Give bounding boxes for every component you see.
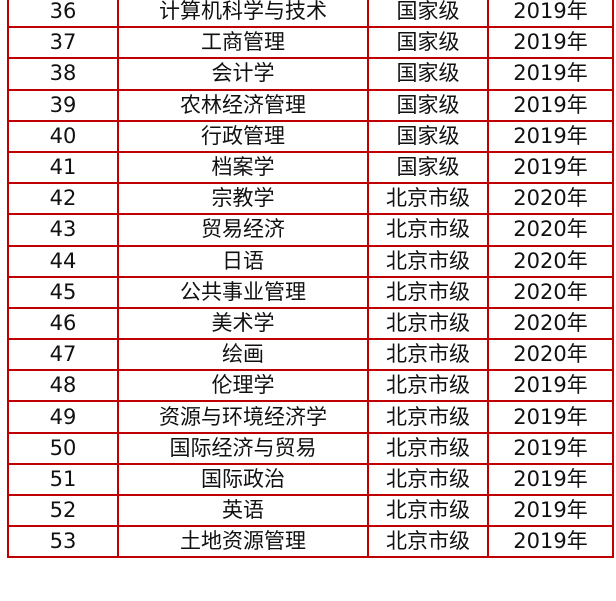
year-cell: 2020年 <box>487 244 614 278</box>
row-number-cell: 40 <box>7 119 119 153</box>
major-name-cell: 工商管理 <box>117 26 369 60</box>
row-number-cell: 47 <box>7 338 119 372</box>
major-name-cell: 英语 <box>117 493 369 528</box>
level-cell: 北京市级 <box>367 462 489 497</box>
table-row: 42 宗教学 北京市级 2020年 <box>7 182 614 216</box>
level-cell: 北京市级 <box>367 182 489 216</box>
level-cell: 国家级 <box>367 119 489 153</box>
row-number-cell: 38 <box>7 57 119 91</box>
row-number-cell: 42 <box>7 182 119 216</box>
table-row: 47 绘画 北京市级 2020年 <box>7 338 614 372</box>
table-row: 36 计算机科学与技术 国家级 2019年 <box>7 0 614 29</box>
row-number-cell: 45 <box>7 275 119 309</box>
table-row: 51 国际政治 北京市级 2019年 <box>7 462 614 497</box>
level-cell: 国家级 <box>367 88 489 122</box>
table-row: 44 日语 北京市级 2020年 <box>7 244 614 278</box>
table-row: 38 会计学 国家级 2019年 <box>7 57 614 91</box>
level-cell: 北京市级 <box>367 369 489 403</box>
row-number-cell: 53 <box>7 525 119 559</box>
table-row: 41 档案学 国家级 2019年 <box>7 150 614 185</box>
table-row: 39 农林经济管理 国家级 2019年 <box>7 88 614 122</box>
major-name-cell: 国际经济与贸易 <box>117 431 369 465</box>
year-cell: 2019年 <box>487 88 614 122</box>
major-name-cell: 农林经济管理 <box>117 88 369 122</box>
table-row: 52 英语 北京市级 2019年 <box>7 493 614 528</box>
level-cell: 北京市级 <box>367 213 489 247</box>
table-row: 45 公共事业管理 北京市级 2020年 <box>7 275 614 309</box>
row-number-cell: 49 <box>7 400 119 434</box>
major-name-cell: 公共事业管理 <box>117 275 369 309</box>
level-cell: 北京市级 <box>367 306 489 341</box>
row-number-cell: 50 <box>7 431 119 465</box>
table-row: 49 资源与环境经济学 北京市级 2019年 <box>7 400 614 434</box>
level-cell: 北京市级 <box>367 338 489 372</box>
row-number-cell: 37 <box>7 26 119 60</box>
table-row: 37 工商管理 国家级 2019年 <box>7 26 614 60</box>
majors-table: 36 计算机科学与技术 国家级 2019年 37 工商管理 国家级 2019年 38 会计学 国家级… <box>7 0 614 559</box>
level-cell: 国家级 <box>367 0 489 29</box>
level-cell: 北京市级 <box>367 244 489 278</box>
major-name-cell: 绘画 <box>117 338 369 372</box>
major-name-cell: 贸易经济 <box>117 213 369 247</box>
major-name-cell: 美术学 <box>117 306 369 341</box>
level-cell: 北京市级 <box>367 493 489 528</box>
major-name-cell: 档案学 <box>117 150 369 185</box>
row-number-cell: 46 <box>7 306 119 341</box>
row-number-cell: 43 <box>7 213 119 247</box>
table-row: 46 美术学 北京市级 2020年 <box>7 306 614 341</box>
major-name-cell: 宗教学 <box>117 182 369 216</box>
level-cell: 国家级 <box>367 57 489 91</box>
major-name-cell: 国际政治 <box>117 462 369 497</box>
level-cell: 北京市级 <box>367 525 489 559</box>
major-name-cell: 资源与环境经济学 <box>117 400 369 434</box>
year-cell: 2019年 <box>487 150 614 185</box>
year-cell: 2020年 <box>487 275 614 309</box>
level-cell: 国家级 <box>367 26 489 60</box>
major-name-cell: 计算机科学与技术 <box>117 0 369 29</box>
row-number-cell: 39 <box>7 88 119 122</box>
row-number-cell: 44 <box>7 244 119 278</box>
table-row: 40 行政管理 国家级 2019年 <box>7 119 614 153</box>
row-number-cell: 41 <box>7 150 119 185</box>
major-name-cell: 伦理学 <box>117 369 369 403</box>
year-cell: 2020年 <box>487 213 614 247</box>
year-cell: 2019年 <box>487 493 614 528</box>
row-number-cell: 36 <box>7 0 119 29</box>
major-name-cell: 土地资源管理 <box>117 525 369 559</box>
level-cell: 北京市级 <box>367 275 489 309</box>
year-cell: 2019年 <box>487 431 614 465</box>
major-name-cell: 会计学 <box>117 57 369 91</box>
table-row: 43 贸易经济 北京市级 2020年 <box>7 213 614 247</box>
row-number-cell: 48 <box>7 369 119 403</box>
year-cell: 2020年 <box>487 306 614 341</box>
year-cell: 2019年 <box>487 462 614 497</box>
row-number-cell: 52 <box>7 493 119 528</box>
year-cell: 2019年 <box>487 57 614 91</box>
table-row: 53 土地资源管理 北京市级 2019年 <box>7 525 614 559</box>
level-cell: 北京市级 <box>367 431 489 465</box>
year-cell: 2020年 <box>487 182 614 216</box>
year-cell: 2020年 <box>487 338 614 372</box>
row-number-cell: 51 <box>7 462 119 497</box>
year-cell: 2019年 <box>487 119 614 153</box>
level-cell: 国家级 <box>367 150 489 185</box>
table-row: 48 伦理学 北京市级 2019年 <box>7 369 614 403</box>
level-cell: 北京市级 <box>367 400 489 434</box>
year-cell: 2019年 <box>487 0 614 29</box>
year-cell: 2019年 <box>487 400 614 434</box>
year-cell: 2019年 <box>487 26 614 60</box>
year-cell: 2019年 <box>487 369 614 403</box>
table-row: 50 国际经济与贸易 北京市级 2019年 <box>7 431 614 465</box>
major-name-cell: 行政管理 <box>117 119 369 153</box>
major-name-cell: 日语 <box>117 244 369 278</box>
year-cell: 2019年 <box>487 525 614 559</box>
